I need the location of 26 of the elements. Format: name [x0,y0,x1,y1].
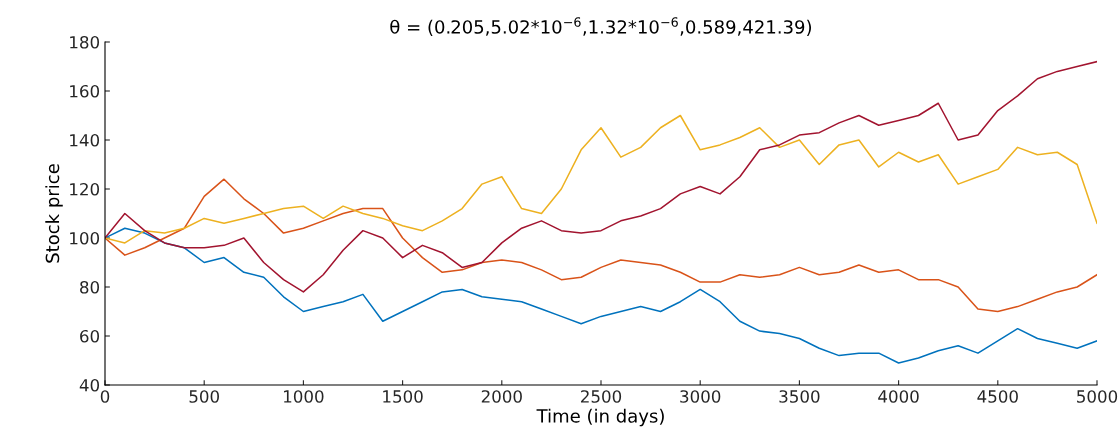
x-tick-label: 2000 [481,390,522,403]
line-series [105,227,1097,364]
line-series [105,60,1097,293]
y-axis-title: Stock price [45,164,63,263]
y-tick-label: 80 [80,280,100,294]
y-tick-label: 100 [70,231,100,245]
x-tick-label: 4500 [977,390,1018,403]
line-series [105,114,1097,244]
y-tick-label: 120 [70,182,100,196]
x-tick-label: 2500 [581,390,622,403]
y-tick-label: 40 [79,378,100,392]
y-tick-label: 140 [70,133,100,147]
chart-title: θ = (0.205,5.02*10$^{−6}$,1.32*10$^{−6}$,0.589,421.39) [390,17,812,36]
x-tick-label: 3500 [779,390,820,403]
x-axis-title: Time (in days) [536,408,664,427]
x-tick-label: 5000 [1077,390,1118,403]
x-tick-label: 1000 [284,390,324,403]
x-tick-label: 4000 [878,390,919,403]
line-series [105,178,1097,313]
x-tick-label: 0 [100,390,110,403]
y-tick-label: 60 [80,329,100,343]
y-tick-label: 160 [70,84,100,98]
x-tick-label: 1500 [383,390,423,403]
y-tick-label: 180 [70,35,100,49]
x-tick-label: 500 [189,390,219,403]
x-tick-label: 3000 [680,390,721,403]
